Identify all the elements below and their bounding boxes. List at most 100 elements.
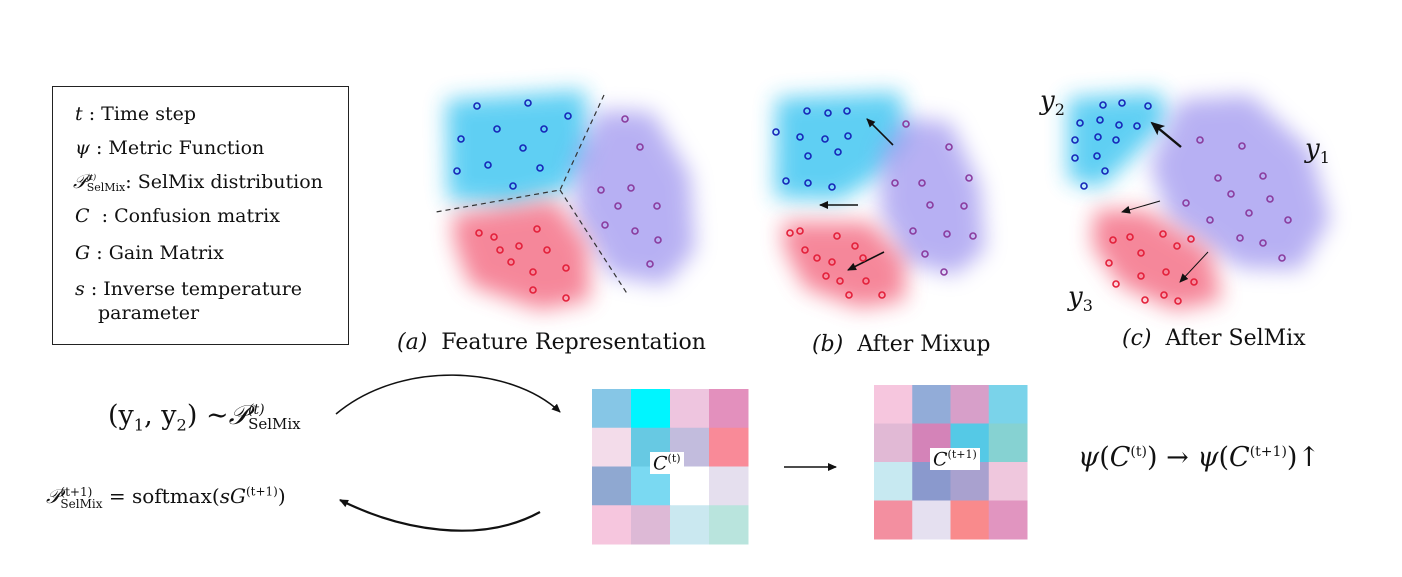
red-point [1159, 230, 1167, 238]
blue-point [524, 99, 532, 107]
blue-point [796, 133, 804, 141]
blue-point [804, 179, 812, 187]
red-point [562, 264, 570, 272]
blue-point [782, 177, 790, 185]
blue-point [844, 132, 852, 140]
red-point [475, 229, 483, 237]
purple-point [1206, 216, 1214, 224]
blue-point [804, 152, 812, 160]
purple-point [653, 202, 661, 210]
matrix-cell [709, 505, 749, 545]
red-point [1190, 278, 1198, 286]
blue-point [493, 125, 501, 133]
matrix-cell [592, 466, 632, 506]
red-point [836, 277, 844, 285]
matrix-cell [709, 466, 749, 506]
purple-point [902, 120, 910, 128]
red-point [1141, 296, 1149, 304]
matrix-cell [592, 427, 632, 467]
purple-point [1214, 174, 1222, 182]
blue-point [772, 128, 780, 136]
blue-point [821, 135, 829, 143]
update-equation: 𝒫 (t+1) SelMix = softmax(sG(t+1)) [46, 484, 286, 511]
blue-point [834, 148, 842, 156]
matrix-cell [988, 385, 1028, 424]
decision-boundary [435, 94, 629, 296]
red-point [851, 242, 859, 250]
red-point [1137, 249, 1145, 257]
blue-point [1133, 122, 1141, 130]
blue-point [1118, 99, 1126, 107]
purple-point [1238, 142, 1246, 150]
cyan-cluster [446, 90, 590, 205]
purple-point [965, 174, 973, 182]
panel-a-points [453, 99, 662, 302]
blue-point [473, 102, 481, 110]
matrix-cell [950, 500, 990, 540]
red-point [1112, 280, 1120, 288]
blue-point [1096, 116, 1104, 124]
purple-point [597, 186, 605, 194]
red-point [1174, 297, 1182, 305]
purple-point [926, 201, 934, 209]
red-point [859, 254, 867, 262]
red-point [796, 227, 804, 235]
blue-point [1071, 154, 1079, 162]
purple-point [654, 236, 662, 244]
red-point [786, 229, 794, 237]
red-point [1173, 242, 1181, 250]
matrix-cell [592, 505, 632, 545]
panel-c-points [1071, 99, 1292, 305]
purple-point [891, 179, 899, 187]
cyan-cluster-c [1068, 92, 1168, 188]
matrix-cell [874, 500, 913, 540]
purple-point [1227, 190, 1235, 198]
red-point [1105, 259, 1113, 267]
caption-b: (b) After Mixup [812, 332, 991, 357]
blue-point [1115, 121, 1123, 129]
matrix-cell [988, 500, 1028, 540]
red-point [813, 254, 821, 262]
red-point [529, 268, 537, 276]
red-point [833, 232, 841, 240]
update-arrow [339, 499, 541, 532]
blue-point [564, 112, 572, 120]
blue-point [484, 161, 492, 169]
matrix-cell [631, 505, 671, 545]
red-point [496, 246, 504, 254]
purple-point [921, 250, 929, 258]
purple-point [1259, 239, 1267, 247]
blue-point [803, 107, 811, 115]
purple-point [909, 227, 917, 235]
arrow-c-left [1121, 200, 1161, 214]
purple-cluster-c [1150, 95, 1330, 270]
red-cluster-b [782, 222, 905, 308]
caption-a: (a) Feature Representation [397, 330, 706, 355]
red-point [862, 277, 870, 285]
matrix-cell [950, 385, 990, 424]
label-y2: y2 [1040, 86, 1065, 120]
blue-point [1080, 182, 1088, 190]
metric-equation: ψ(C(t)) → ψ(C(t+1))↑ [1078, 442, 1321, 473]
red-point [507, 258, 515, 266]
purple-point [969, 232, 977, 240]
label-y1: y1 [1305, 134, 1330, 168]
matrix-cell [709, 427, 749, 467]
blue-point [519, 144, 527, 152]
blue-point [1071, 136, 1079, 144]
matrix-right-label: C(t+1) [930, 448, 980, 471]
matrix-cell [709, 389, 749, 429]
blue-point [1144, 102, 1152, 110]
red-point [562, 294, 570, 302]
matrix-cell [874, 385, 913, 424]
red-point [1187, 235, 1195, 243]
confusion-matrix-t [592, 389, 749, 545]
matrix-cell [874, 462, 913, 501]
purple-point [1266, 195, 1274, 203]
purple-cluster-b [880, 118, 985, 275]
red-point [801, 246, 809, 254]
panel-a-clusters [435, 90, 695, 310]
red-point [1162, 268, 1170, 276]
blue-point [457, 135, 465, 143]
